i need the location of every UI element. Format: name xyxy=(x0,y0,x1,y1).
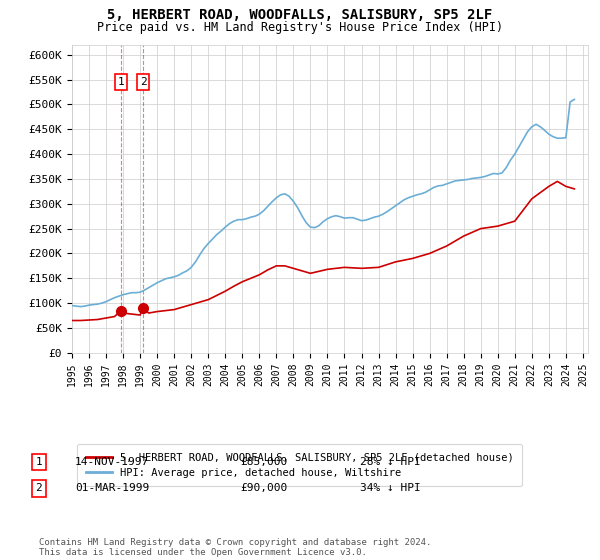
Text: 1: 1 xyxy=(118,77,124,87)
Text: Contains HM Land Registry data © Crown copyright and database right 2024.
This d: Contains HM Land Registry data © Crown c… xyxy=(39,538,431,557)
Text: 14-NOV-1997: 14-NOV-1997 xyxy=(75,457,149,467)
Text: 5, HERBERT ROAD, WOODFALLS, SALISBURY, SP5 2LF: 5, HERBERT ROAD, WOODFALLS, SALISBURY, S… xyxy=(107,8,493,22)
Text: 34% ↓ HPI: 34% ↓ HPI xyxy=(360,483,421,493)
Text: £85,000: £85,000 xyxy=(240,457,287,467)
Text: £90,000: £90,000 xyxy=(240,483,287,493)
Text: 01-MAR-1999: 01-MAR-1999 xyxy=(75,483,149,493)
Text: Price paid vs. HM Land Registry's House Price Index (HPI): Price paid vs. HM Land Registry's House … xyxy=(97,21,503,34)
Text: 1: 1 xyxy=(35,457,43,467)
Text: 2: 2 xyxy=(140,77,146,87)
Text: 2: 2 xyxy=(35,483,43,493)
Legend: 5, HERBERT ROAD, WOODFALLS, SALISBURY, SP5 2LF (detached house), HPI: Average pr: 5, HERBERT ROAD, WOODFALLS, SALISBURY, S… xyxy=(77,444,522,486)
Text: 28% ↓ HPI: 28% ↓ HPI xyxy=(360,457,421,467)
